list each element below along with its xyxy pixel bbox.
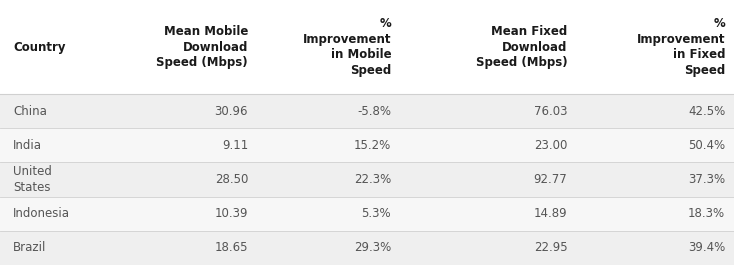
Bar [0, 231, 734, 265]
Text: 15.2%: 15.2% [354, 139, 391, 152]
Text: 22.3%: 22.3% [354, 173, 391, 186]
Bar [0, 0, 734, 94]
Text: 92.77: 92.77 [534, 173, 567, 186]
Text: 14.89: 14.89 [534, 207, 567, 220]
Text: Indonesia: Indonesia [13, 207, 70, 220]
Text: 50.4%: 50.4% [688, 139, 725, 152]
Text: 18.65: 18.65 [214, 241, 248, 254]
Text: United
States: United States [13, 165, 52, 194]
Text: Brazil: Brazil [13, 241, 46, 254]
Text: 29.3%: 29.3% [354, 241, 391, 254]
Text: 39.4%: 39.4% [688, 241, 725, 254]
Bar [0, 162, 734, 197]
Text: 22.95: 22.95 [534, 241, 567, 254]
Text: Country: Country [13, 41, 66, 54]
Text: 28.50: 28.50 [215, 173, 248, 186]
Text: 5.3%: 5.3% [362, 207, 391, 220]
Text: 23.00: 23.00 [534, 139, 567, 152]
Bar [0, 128, 734, 162]
Text: China: China [13, 105, 47, 118]
Text: India: India [13, 139, 43, 152]
Text: 9.11: 9.11 [222, 139, 248, 152]
Text: 30.96: 30.96 [214, 105, 248, 118]
Text: -5.8%: -5.8% [357, 105, 391, 118]
Text: 76.03: 76.03 [534, 105, 567, 118]
Text: Mean Fixed
Download
Speed (Mbps): Mean Fixed Download Speed (Mbps) [476, 25, 567, 69]
Bar [0, 197, 734, 231]
Text: 42.5%: 42.5% [688, 105, 725, 118]
Text: %
Improvement
in Fixed
Speed: % Improvement in Fixed Speed [636, 17, 725, 77]
Text: %
Improvement
in Mobile
Speed: % Improvement in Mobile Speed [302, 17, 391, 77]
Text: 10.39: 10.39 [214, 207, 248, 220]
Bar [0, 94, 734, 128]
Text: Mean Mobile
Download
Speed (Mbps): Mean Mobile Download Speed (Mbps) [156, 25, 248, 69]
Text: 37.3%: 37.3% [688, 173, 725, 186]
Text: 18.3%: 18.3% [688, 207, 725, 220]
